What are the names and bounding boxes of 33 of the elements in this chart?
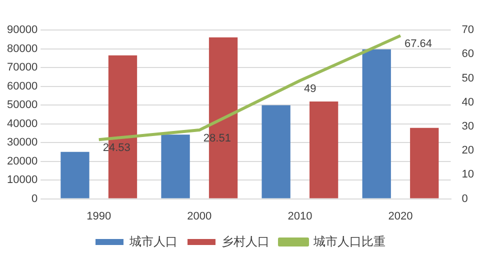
y-tick-label: 40000 (6, 118, 38, 130)
bar (60, 152, 90, 198)
bar (310, 101, 338, 198)
x-tick-label: 2010 (288, 210, 312, 222)
bar (262, 105, 290, 198)
y2-tick-label: 60 (462, 48, 474, 60)
data-label: 49 (304, 83, 316, 96)
y-tick-label: 0 (31, 192, 38, 205)
y2-tick-label: 50 (462, 72, 474, 84)
legend-label: 城市人口比重 (312, 234, 386, 248)
legend-label: 城市人口 (128, 234, 178, 248)
y2-tick-label: 30 (462, 120, 474, 132)
bar (362, 49, 391, 198)
x-tick-label: 1990 (86, 210, 112, 222)
data-label: 67.64 (404, 38, 432, 50)
y-tick-label: 80000 (6, 42, 38, 55)
y-tick-label: 70000 (6, 62, 38, 74)
bar (410, 128, 439, 198)
y2-tick-label: 70 (462, 24, 474, 36)
x-tick-label: 2000 (187, 210, 212, 222)
y2-tick-label: 10 (462, 168, 474, 181)
y-tick-label: 60000 (6, 80, 38, 92)
y-tick-label: 90000 (6, 24, 38, 36)
bar (161, 134, 190, 198)
y-tick-label: 50000 (6, 99, 38, 112)
y2-tick-label: 20 (462, 144, 474, 157)
y-tick-label: 30000 (6, 136, 38, 149)
y-tick-label: 10000 (6, 174, 38, 186)
legend-label: 乡村人口 (222, 234, 270, 248)
x-tick-label: 2020 (388, 210, 413, 222)
y-tick-label: 20000 (6, 155, 38, 168)
y2-tick-label: 0 (462, 192, 468, 205)
y2-tick-label: 40 (462, 96, 474, 108)
